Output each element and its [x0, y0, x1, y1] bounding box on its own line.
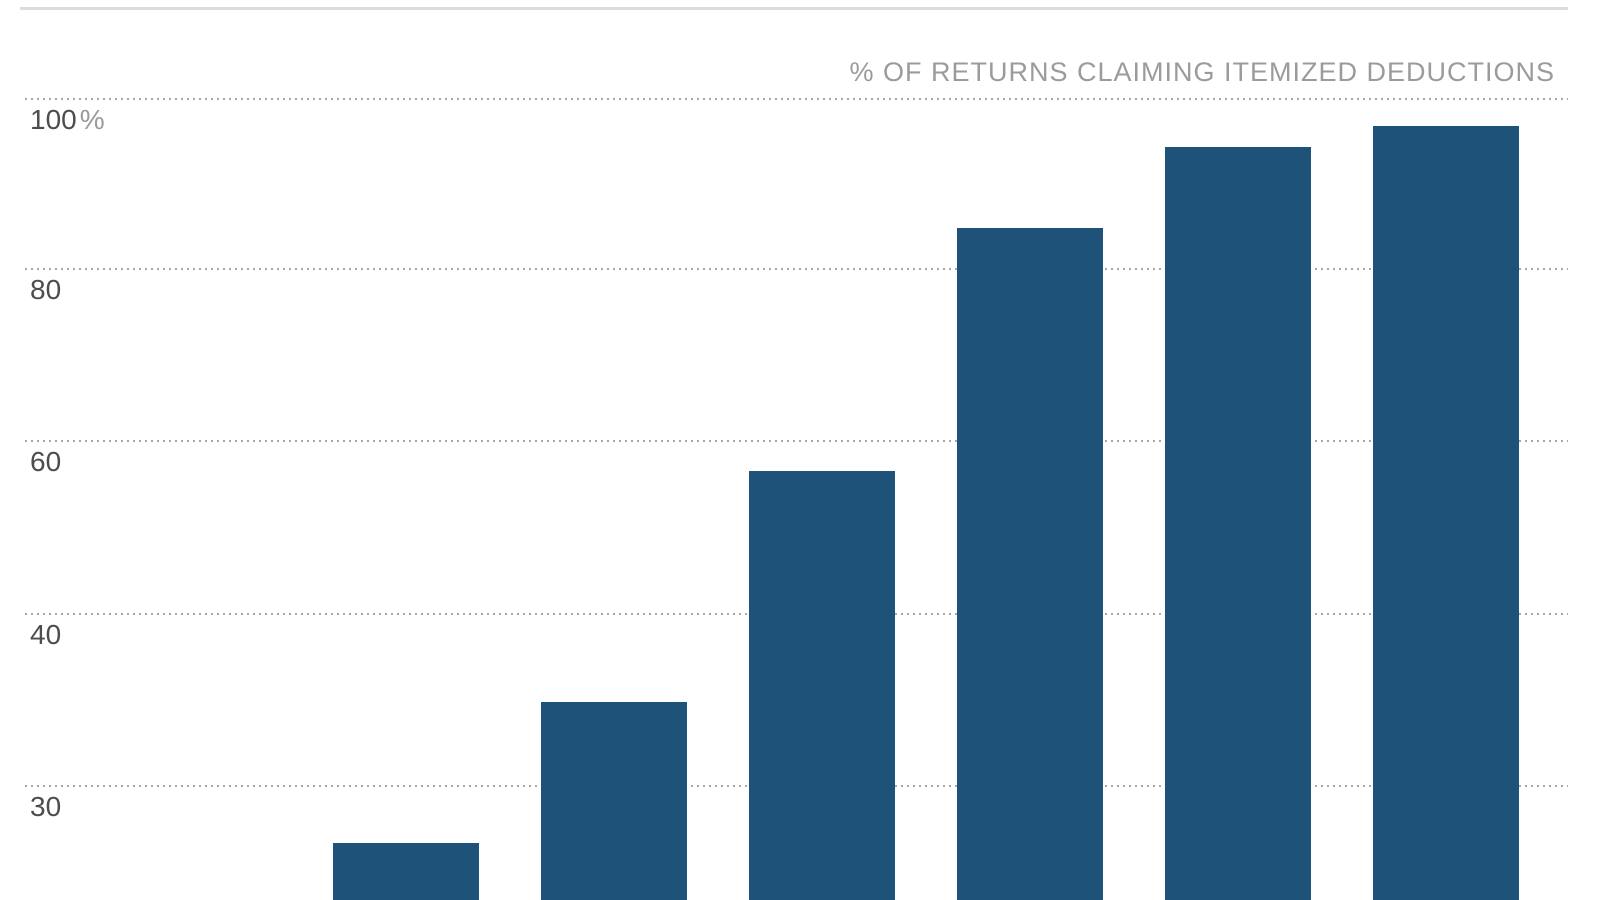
y-tick-value: 80 — [30, 274, 62, 305]
top-rule-divider — [20, 7, 1568, 10]
bar-6 — [1373, 126, 1519, 900]
bar-3 — [749, 471, 895, 900]
y-tick-label: 100% — [30, 104, 105, 136]
y-tick-value: 30 — [30, 791, 62, 822]
y-tick-label: 40 — [30, 619, 61, 651]
y-tick-value: 40 — [30, 619, 62, 650]
bar-1 — [333, 843, 479, 900]
y-tick-label: 80 — [30, 274, 61, 306]
y-tick-label: 60 — [30, 446, 61, 478]
y-tick-suffix: % — [79, 104, 105, 135]
gridline — [25, 440, 1568, 442]
y-tick-value: 60 — [30, 446, 62, 477]
y-tick-label: 30 — [30, 791, 61, 823]
gridline — [25, 268, 1568, 270]
bar-2 — [541, 702, 687, 900]
gridline — [25, 98, 1568, 100]
y-tick-value: 100 — [30, 104, 77, 135]
bar-5 — [1165, 147, 1311, 900]
chart-title: % OF RETURNS CLAIMING ITEMIZED DEDUCTION… — [849, 57, 1555, 87]
bar-4 — [957, 228, 1103, 900]
